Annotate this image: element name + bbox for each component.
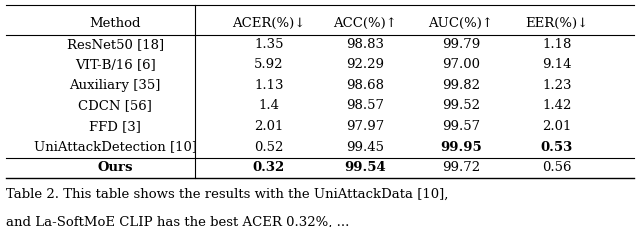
Text: 99.54: 99.54 <box>344 160 386 173</box>
Text: 5.92: 5.92 <box>254 58 284 71</box>
Text: 98.68: 98.68 <box>346 79 384 91</box>
Text: Table 2. This table shows the results with the UniAttackData [10],: Table 2. This table shows the results wi… <box>6 187 449 200</box>
Text: 0.52: 0.52 <box>254 140 284 153</box>
Text: and La-SoftMoE CLIP has the best ACER 0.32%, ...: and La-SoftMoE CLIP has the best ACER 0.… <box>6 215 350 227</box>
Text: 2.01: 2.01 <box>254 119 284 132</box>
Text: 99.82: 99.82 <box>442 79 480 91</box>
Text: 9.14: 9.14 <box>542 58 572 71</box>
Text: 0.32: 0.32 <box>253 160 285 173</box>
Text: 92.29: 92.29 <box>346 58 384 71</box>
Text: Method: Method <box>90 17 141 30</box>
Text: 2.01: 2.01 <box>542 119 572 132</box>
Text: 99.95: 99.95 <box>440 140 482 153</box>
Text: EER(%)↓: EER(%)↓ <box>525 17 588 30</box>
Text: CDCN [56]: CDCN [56] <box>78 99 152 112</box>
Text: 99.57: 99.57 <box>442 119 480 132</box>
Text: 99.72: 99.72 <box>442 160 480 173</box>
Text: 1.42: 1.42 <box>542 99 572 112</box>
Text: 1.18: 1.18 <box>542 38 572 51</box>
Text: 1.35: 1.35 <box>254 38 284 51</box>
Text: Ours: Ours <box>97 160 133 173</box>
Text: 0.56: 0.56 <box>542 160 572 173</box>
Text: VIT-B/16 [6]: VIT-B/16 [6] <box>75 58 156 71</box>
Text: Auxiliary [35]: Auxiliary [35] <box>70 79 161 91</box>
Text: 1.4: 1.4 <box>259 99 279 112</box>
Text: UniAttackDetection [10]: UniAttackDetection [10] <box>34 140 196 153</box>
Text: 98.57: 98.57 <box>346 99 384 112</box>
Text: 1.23: 1.23 <box>542 79 572 91</box>
Text: ResNet50 [18]: ResNet50 [18] <box>67 38 164 51</box>
Text: 99.79: 99.79 <box>442 38 480 51</box>
Text: 98.83: 98.83 <box>346 38 384 51</box>
Text: 99.45: 99.45 <box>346 140 384 153</box>
Text: 97.00: 97.00 <box>442 58 480 71</box>
Text: 99.52: 99.52 <box>442 99 480 112</box>
Text: ACER(%)↓: ACER(%)↓ <box>232 17 305 30</box>
Text: 97.97: 97.97 <box>346 119 384 132</box>
Text: 1.13: 1.13 <box>254 79 284 91</box>
Text: ACC(%)↑: ACC(%)↑ <box>333 17 397 30</box>
Text: AUC(%)↑: AUC(%)↑ <box>428 17 493 30</box>
Text: 0.53: 0.53 <box>541 140 573 153</box>
Text: FFD [3]: FFD [3] <box>89 119 141 132</box>
